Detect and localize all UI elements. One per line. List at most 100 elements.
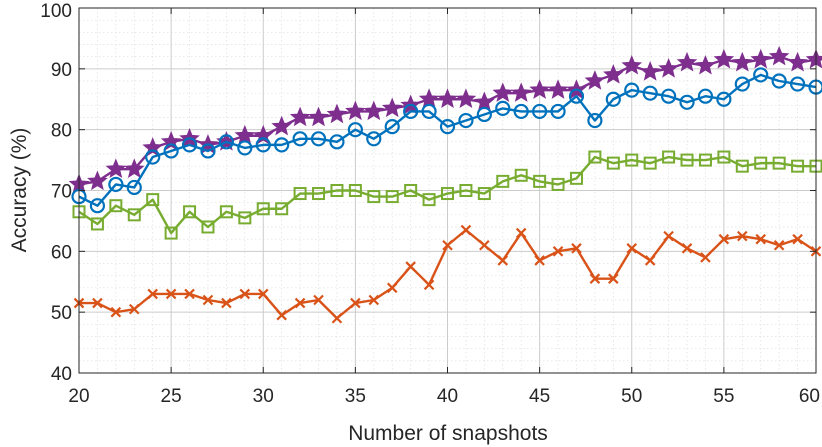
data-point-star [603,64,624,84]
data-point-square [90,217,104,231]
x-tick-label: 30 [253,386,274,407]
data-point-star [105,158,127,178]
data-point-square [698,153,712,167]
data-point-circle [679,94,695,110]
data-point-x [644,255,656,266]
data-point-square [275,202,289,216]
data-point-circle [716,91,732,107]
data-point-x [626,243,638,254]
data-point-star [289,106,311,127]
data-point-circle [329,134,345,150]
data-point-x [368,294,380,306]
data-point-star [345,100,366,121]
data-point-circle [476,106,492,123]
data-point-x [571,243,582,254]
data-point-square [146,193,160,207]
data-point-square [367,190,381,204]
data-point-star [326,103,348,124]
data-point-x [663,230,674,242]
data-point-x [294,297,306,309]
data-point-star [271,115,292,136]
data-point-circle [660,88,677,104]
data-point-x [350,297,361,309]
data-point-square [219,205,233,219]
data-point-star [658,57,679,78]
data-point-star [123,158,145,178]
x-tick-label: 55 [713,386,734,407]
data-point-star [252,124,274,145]
data-point-x [405,261,416,272]
data-point-circle [255,137,271,153]
data-point-x [515,227,527,239]
data-point-circle [513,103,529,120]
data-point-square [459,184,473,197]
data-point-circle [771,73,787,89]
data-point-circle [181,137,198,153]
data-point-circle [237,140,253,156]
data-point-square [293,187,307,201]
data-point-star [768,45,790,66]
data-point-x [331,312,343,324]
data-point-square [662,150,676,164]
data-point-x [773,239,785,251]
y-tick-label: 70 [51,182,72,203]
data-point-x [110,306,122,318]
data-point-x [497,255,509,266]
x-tick-label: 50 [621,386,642,407]
data-point-circle [421,103,437,120]
data-point-circle [403,103,419,120]
data-point-circle [89,198,106,214]
data-point-circle [789,76,806,92]
data-point-star [87,170,108,191]
data-point-star [621,54,643,75]
axes-frame [78,7,817,374]
data-point-circle [274,137,290,153]
data-point-star [492,82,514,102]
data-point-square [496,174,510,188]
data-point-star [547,79,569,99]
data-point-circle [347,122,363,138]
data-point-square [754,156,768,170]
data-point-star [142,137,164,157]
data-point-square [404,184,418,197]
data-point-square [238,211,252,225]
data-point-x [276,309,287,321]
data-point-x [755,233,767,245]
data-point-star [160,130,182,151]
data-point-x [239,288,251,300]
data-point-square [551,177,565,191]
data-point-square [717,150,731,164]
data-point-x [184,288,195,300]
data-point-circle [292,131,308,147]
data-point-star [455,88,477,109]
y-tick-label: 60 [51,242,72,263]
data-point-x [700,252,711,263]
y-axis-title: Accuracy (%) [8,128,31,253]
data-point-circle [550,103,566,120]
data-point-square [127,208,141,222]
data-point-star [695,54,716,75]
data-point-circle [734,76,750,92]
data-point-star [529,79,550,99]
data-point-square [441,187,454,201]
data-point-square [735,159,749,173]
data-point-x [737,230,748,242]
data-point-x [460,224,472,236]
data-point-x [423,279,435,291]
data-point-star [639,61,661,81]
data-point-square [385,190,399,204]
data-point-x [442,239,453,251]
data-point-circle [605,91,621,107]
data-point-square [330,184,344,197]
data-point-square [348,184,362,197]
data-point-circle [366,131,382,147]
data-point-square [533,174,547,188]
data-point-x [681,243,693,254]
data-point-circle [200,143,216,159]
data-point-x [386,282,398,294]
data-point-star [381,97,403,118]
x-tick-label: 40 [437,386,458,407]
data-point-star [731,51,753,72]
data-point-star [363,100,385,121]
data-point-x [147,288,158,300]
